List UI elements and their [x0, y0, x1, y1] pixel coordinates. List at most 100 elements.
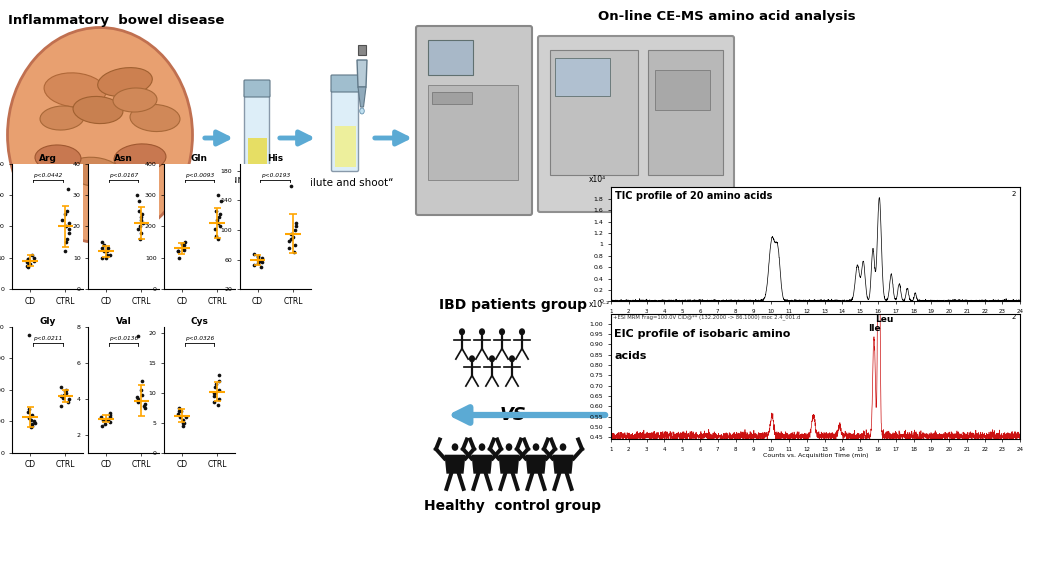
Ellipse shape	[359, 108, 365, 114]
Text: Ile: Ile	[868, 324, 880, 332]
Point	[58, 237, 75, 246]
Point	[94, 412, 110, 422]
Point	[245, 249, 262, 258]
Point	[175, 244, 191, 253]
Point	[129, 392, 145, 402]
Point	[211, 370, 228, 380]
Ellipse shape	[506, 443, 512, 451]
FancyBboxPatch shape	[331, 75, 359, 92]
Point	[136, 401, 153, 411]
Text: +ESI MRM Frag=100.0V CID@** (132.2000 -> 86.1000) moc 2.4_001.d: +ESI MRM Frag=100.0V CID@** (132.2000 ->…	[613, 314, 800, 320]
Ellipse shape	[33, 193, 76, 243]
Ellipse shape	[44, 73, 106, 107]
Point	[212, 197, 229, 206]
Point	[283, 229, 299, 238]
Point	[23, 423, 39, 432]
Point	[169, 247, 186, 256]
Point	[283, 234, 299, 244]
Point	[94, 421, 110, 430]
Point	[254, 257, 270, 266]
Bar	[432, 92, 472, 104]
Ellipse shape	[98, 68, 153, 96]
Title: Arg: Arg	[38, 154, 57, 163]
Point	[96, 241, 112, 250]
Text: 2: 2	[1012, 314, 1016, 320]
Point	[287, 225, 303, 235]
Point	[211, 209, 228, 218]
Ellipse shape	[130, 105, 180, 131]
Point	[56, 246, 73, 256]
Point	[283, 181, 299, 190]
Point	[208, 379, 224, 388]
Text: p<0.0136: p<0.0136	[109, 336, 138, 342]
Point	[211, 376, 228, 385]
Point	[59, 398, 76, 407]
Point	[210, 218, 227, 228]
Point	[97, 419, 113, 429]
Polygon shape	[357, 60, 367, 87]
X-axis label: Counts vs. Acquisition Time (min): Counts vs. Acquisition Time (min)	[763, 453, 869, 458]
Point	[26, 418, 43, 427]
Ellipse shape	[73, 96, 123, 124]
Point	[175, 421, 191, 430]
Point	[286, 248, 302, 257]
Point	[53, 391, 70, 401]
Point	[54, 215, 71, 225]
Point	[288, 222, 304, 231]
Point	[251, 256, 268, 266]
Point	[129, 398, 145, 407]
Polygon shape	[526, 455, 547, 474]
Point	[102, 250, 118, 259]
Text: Inflammatory  bowel disease: Inflammatory bowel disease	[8, 14, 224, 27]
Point	[99, 250, 115, 259]
Title: Asn: Asn	[114, 154, 133, 163]
Point	[21, 259, 37, 269]
Point	[207, 382, 223, 391]
Point	[23, 415, 39, 425]
FancyBboxPatch shape	[416, 26, 532, 215]
Point	[176, 245, 192, 255]
Point	[210, 234, 227, 244]
Point	[57, 387, 74, 396]
Point	[20, 262, 36, 272]
Title: Gln: Gln	[191, 154, 208, 163]
FancyBboxPatch shape	[331, 89, 358, 172]
Bar	[428, 85, 518, 180]
Bar	[555, 58, 610, 96]
FancyBboxPatch shape	[538, 36, 734, 212]
Ellipse shape	[114, 144, 166, 172]
Text: p<0.0211: p<0.0211	[33, 336, 62, 342]
Point	[132, 385, 149, 395]
Point	[287, 240, 303, 249]
Point	[21, 259, 37, 269]
Point	[96, 416, 112, 425]
Point	[210, 400, 227, 409]
Point	[177, 237, 193, 246]
Point	[98, 414, 114, 423]
Point	[250, 251, 267, 260]
Point	[59, 206, 76, 215]
Point	[19, 258, 35, 267]
Polygon shape	[553, 455, 574, 474]
Point	[252, 262, 269, 272]
Text: IBD patients group: IBD patients group	[439, 298, 587, 312]
Point	[21, 404, 37, 413]
Point	[57, 388, 74, 398]
Point	[133, 212, 150, 221]
Point	[281, 237, 297, 246]
Point	[206, 391, 222, 401]
Point	[99, 244, 115, 253]
Ellipse shape	[113, 88, 157, 112]
Text: TIC profile of 20 amino acids: TIC profile of 20 amino acids	[615, 191, 772, 201]
Point	[131, 206, 148, 215]
Point	[102, 410, 118, 419]
Ellipse shape	[533, 443, 539, 451]
Text: p<0.0193: p<0.0193	[261, 173, 290, 178]
Text: Human urine: Human urine	[223, 175, 291, 185]
Point	[135, 218, 152, 228]
Point	[129, 190, 145, 200]
Point	[134, 209, 151, 218]
Point	[102, 418, 118, 427]
Polygon shape	[499, 455, 520, 474]
Text: p<0.0442: p<0.0442	[33, 173, 62, 178]
